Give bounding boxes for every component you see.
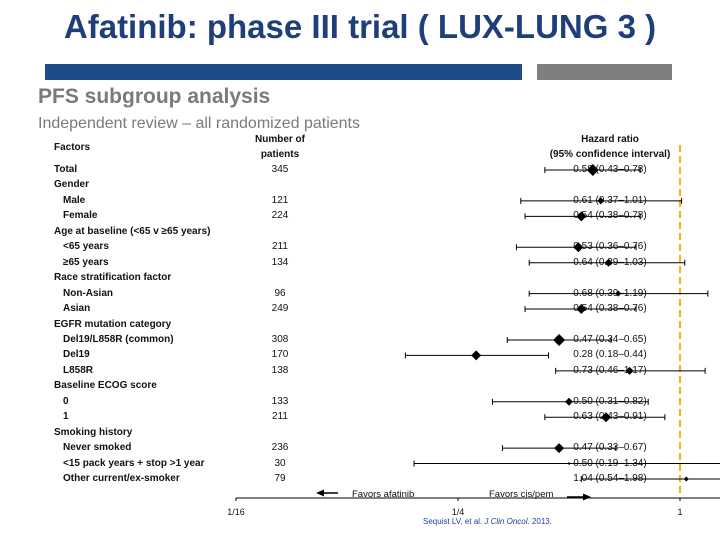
hazard-ratio-marker	[597, 197, 605, 205]
subgroup-header: Smoking history	[54, 426, 133, 438]
subgroup-label: Male	[63, 194, 86, 206]
hazard-ratio-value: 0.50 (0.19–1.34)	[573, 457, 647, 469]
hazard-ratio-header: Hazard ratio (95% confidence interval)	[530, 132, 690, 162]
subgroup-header: Age at baseline (<65 v ≥65 years)	[54, 225, 211, 237]
subgroup-label: 1	[63, 411, 69, 423]
favors-afatinib-label: Favors afatinib	[352, 489, 414, 500]
citation: Sequist LV, et al. J Clin Oncol. 2013.	[423, 517, 552, 526]
hazard-ratio-marker	[683, 476, 689, 482]
subgroup-label: L858R	[63, 364, 94, 376]
hazard-ratio-marker	[471, 350, 482, 361]
hazard-ratio-marker	[573, 242, 584, 253]
subgroup-label: Never smoked	[63, 442, 132, 454]
hazard-ratio-marker	[576, 304, 587, 315]
subgroup-label: 0	[63, 395, 69, 407]
patient-count: 96	[274, 287, 286, 299]
patient-count: 308	[271, 333, 289, 345]
patient-count: 138	[271, 364, 289, 376]
hazard-ratio-value: 0.28 (0.18–0.44)	[573, 349, 647, 361]
hazard-ratio-header-line2: (95% confidence interval)	[549, 149, 671, 160]
hazard-ratio-marker	[601, 412, 612, 423]
patients-header-line2: patients	[260, 149, 300, 160]
favors-cis-pem-label: Favors cis/pem	[489, 489, 553, 500]
patient-count: 170	[271, 349, 289, 361]
hazard-ratio-header-line1: Hazard ratio	[581, 134, 639, 145]
patient-count: 345	[271, 164, 289, 175]
patients-header-line1: Number of	[255, 134, 305, 145]
patient-count: 224	[271, 210, 289, 222]
subgroup-label: Other current/ex-smoker	[63, 473, 180, 484]
patient-count: 249	[271, 303, 289, 315]
patients-header: Number of patients	[240, 132, 320, 162]
hazard-ratio-value: 0.47 (0.34–0.65)	[573, 333, 647, 345]
grey-accent-bar	[537, 64, 672, 80]
hazard-ratio-marker	[576, 211, 587, 222]
subgroup-label: Total	[54, 164, 78, 175]
patient-count: 211	[272, 411, 288, 423]
hazard-ratio-marker	[554, 443, 565, 454]
hazard-ratio-value: 0.54 (0.38–0.78)	[573, 210, 647, 222]
citation-authors: Sequist LV, et al.	[423, 517, 485, 526]
blue-accent-bar	[45, 64, 522, 80]
x-tick-label: 1/16	[227, 507, 245, 517]
patient-count: 134	[271, 256, 289, 268]
favors-left-arrow-icon	[316, 489, 324, 497]
patient-count: 133	[271, 395, 289, 407]
subgroup-label: <15 pack years + stop >1 year	[63, 457, 205, 469]
patient-count: 121	[271, 194, 289, 206]
citation-year: . 2013.	[527, 517, 552, 526]
citation-journal: J Clin Oncol	[484, 517, 528, 526]
patient-count: 211	[272, 241, 288, 253]
subgroup-label: Non-Asian	[63, 287, 113, 299]
favors-right-arrow-icon	[583, 493, 591, 501]
subgroup-header: Race stratification factor	[54, 272, 172, 284]
hazard-ratio-marker	[586, 164, 599, 176]
hazard-ratio-value: 0.73 (0.46–1.17)	[573, 364, 647, 376]
subgroup-header: Gender	[54, 179, 90, 191]
slide-subtitle: PFS subgroup analysis	[38, 85, 271, 108]
subgroup-label: Del19/L858R (common)	[63, 333, 174, 345]
subgroup-label: Asian	[63, 303, 91, 315]
x-tick-label: 1	[677, 507, 682, 517]
hazard-ratio-value: 0.54 (0.38–0.76)	[573, 303, 647, 315]
subgroup-header: EGFR mutation category	[54, 318, 172, 330]
subgroup-header: Baseline ECOG score	[54, 380, 157, 392]
hazard-ratio-value: 0.61 (0.37–1.01)	[573, 194, 647, 206]
hazard-ratio-marker	[565, 397, 573, 406]
slide-description: Independent review – all randomized pati…	[38, 115, 360, 132]
hazard-ratio-marker	[567, 462, 571, 466]
patient-count: 30	[274, 457, 286, 469]
patient-count: 236	[271, 442, 289, 454]
subgroup-label: <65 years	[63, 241, 109, 253]
subgroup-label: ≥65 years	[63, 256, 109, 268]
x-tick-label: 1/4	[452, 507, 465, 517]
hazard-ratio-marker	[615, 290, 622, 297]
hazard-ratio-value: 0.47 (0.33–0.67)	[573, 442, 647, 454]
factors-header: Factors	[54, 142, 91, 153]
hazard-ratio-marker	[604, 258, 613, 267]
subgroup-label: Female	[63, 210, 98, 222]
hazard-ratio-marker	[553, 333, 566, 346]
hazard-ratio-marker	[625, 366, 634, 375]
subgroup-label: Del19	[63, 349, 90, 361]
hazard-ratio-value: 0.68 (0.39–1.19)	[573, 287, 647, 299]
slide-title: Afatinib: phase III trial ( LUX-LUNG 3 )	[63, 8, 657, 45]
patient-count: 79	[274, 473, 286, 484]
